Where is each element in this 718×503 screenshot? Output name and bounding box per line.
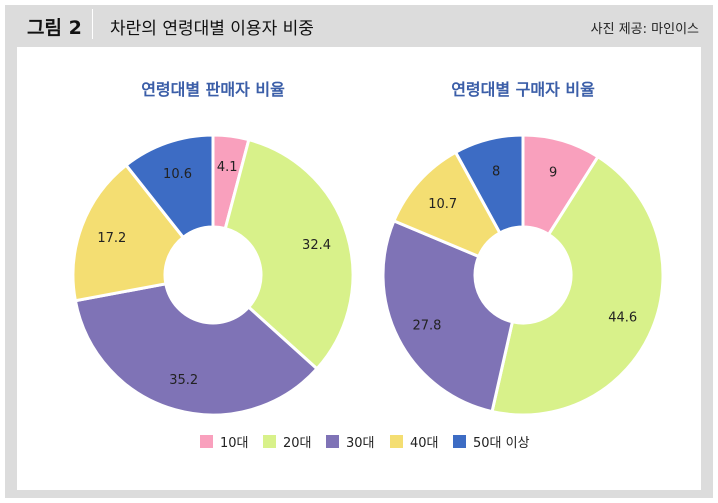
legend-swatch-4 (453, 435, 466, 448)
charts-svg: 연령대별 판매자 비율 연령대별 구매자 비율 4.1 32.4 35.2 17.2 1… (71, 80, 665, 451)
slice-buyer-1 (490, 154, 665, 417)
slice-label-buyer-0: 9 (549, 165, 557, 180)
slice-label-buyer-4: 8 (492, 164, 500, 179)
legend-label-2: 30대 (346, 436, 375, 451)
source-credit: 사진 제공: 마인이스 (590, 22, 699, 37)
figure-header: 그림 2 차란의 연령대별 이용자 비중 사진 제공: 마인이스 (5, 5, 713, 43)
figure-label: 그림 2 (27, 17, 82, 39)
legend-label-3: 40대 (410, 436, 439, 451)
legend-swatch-3 (390, 435, 403, 448)
slice-label-buyer-2: 27.8 (413, 318, 442, 333)
slice-seller-1 (223, 137, 355, 371)
slice-label-seller-0: 4.1 (217, 160, 238, 175)
legend-label-1: 20대 (283, 436, 312, 451)
slice-buyer-4 (453, 133, 525, 235)
slice-seller-2 (73, 282, 320, 417)
slice-label-seller-3: 17.2 (97, 231, 126, 246)
figure-frame: 그림 2 차란의 연령대별 이용자 비중 사진 제공: 마인이스 연령대별 판매… (5, 5, 713, 498)
slice-label-buyer-1: 44.6 (608, 310, 637, 325)
header-divider (92, 9, 93, 39)
figure-title: 차란의 연령대별 이용자 비중 (110, 19, 314, 39)
legend-label-0: 10대 (220, 436, 249, 451)
legend: 10대 20대 30대 40대 50대 이상 (200, 435, 530, 451)
slice-seller-4 (124, 133, 215, 240)
slice-label-seller-4: 10.6 (163, 167, 192, 182)
legend-swatch-1 (263, 435, 276, 448)
chart-panel: 연령대별 판매자 비율 연령대별 구매자 비율 4.1 32.4 35.2 17.2 1… (17, 47, 701, 490)
buyer-chart-title: 연령대별 구매자 비율 (451, 80, 595, 99)
legend-swatch-2 (326, 435, 339, 448)
legend-swatch-0 (200, 435, 213, 448)
legend-label-4: 50대 이상 (473, 436, 530, 451)
slice-label-buyer-3: 10.7 (428, 197, 457, 212)
buyer-donut: 9 44.6 27.8 10.7 8 (381, 133, 665, 417)
slice-buyer-2 (381, 218, 515, 414)
seller-donut: 4.1 32.4 35.2 17.2 10.6 (71, 133, 355, 417)
seller-chart-title: 연령대별 판매자 비율 (141, 80, 285, 99)
slice-label-seller-2: 35.2 (169, 373, 198, 388)
slice-label-seller-1: 32.4 (302, 238, 331, 253)
slice-seller-3 (71, 163, 186, 303)
